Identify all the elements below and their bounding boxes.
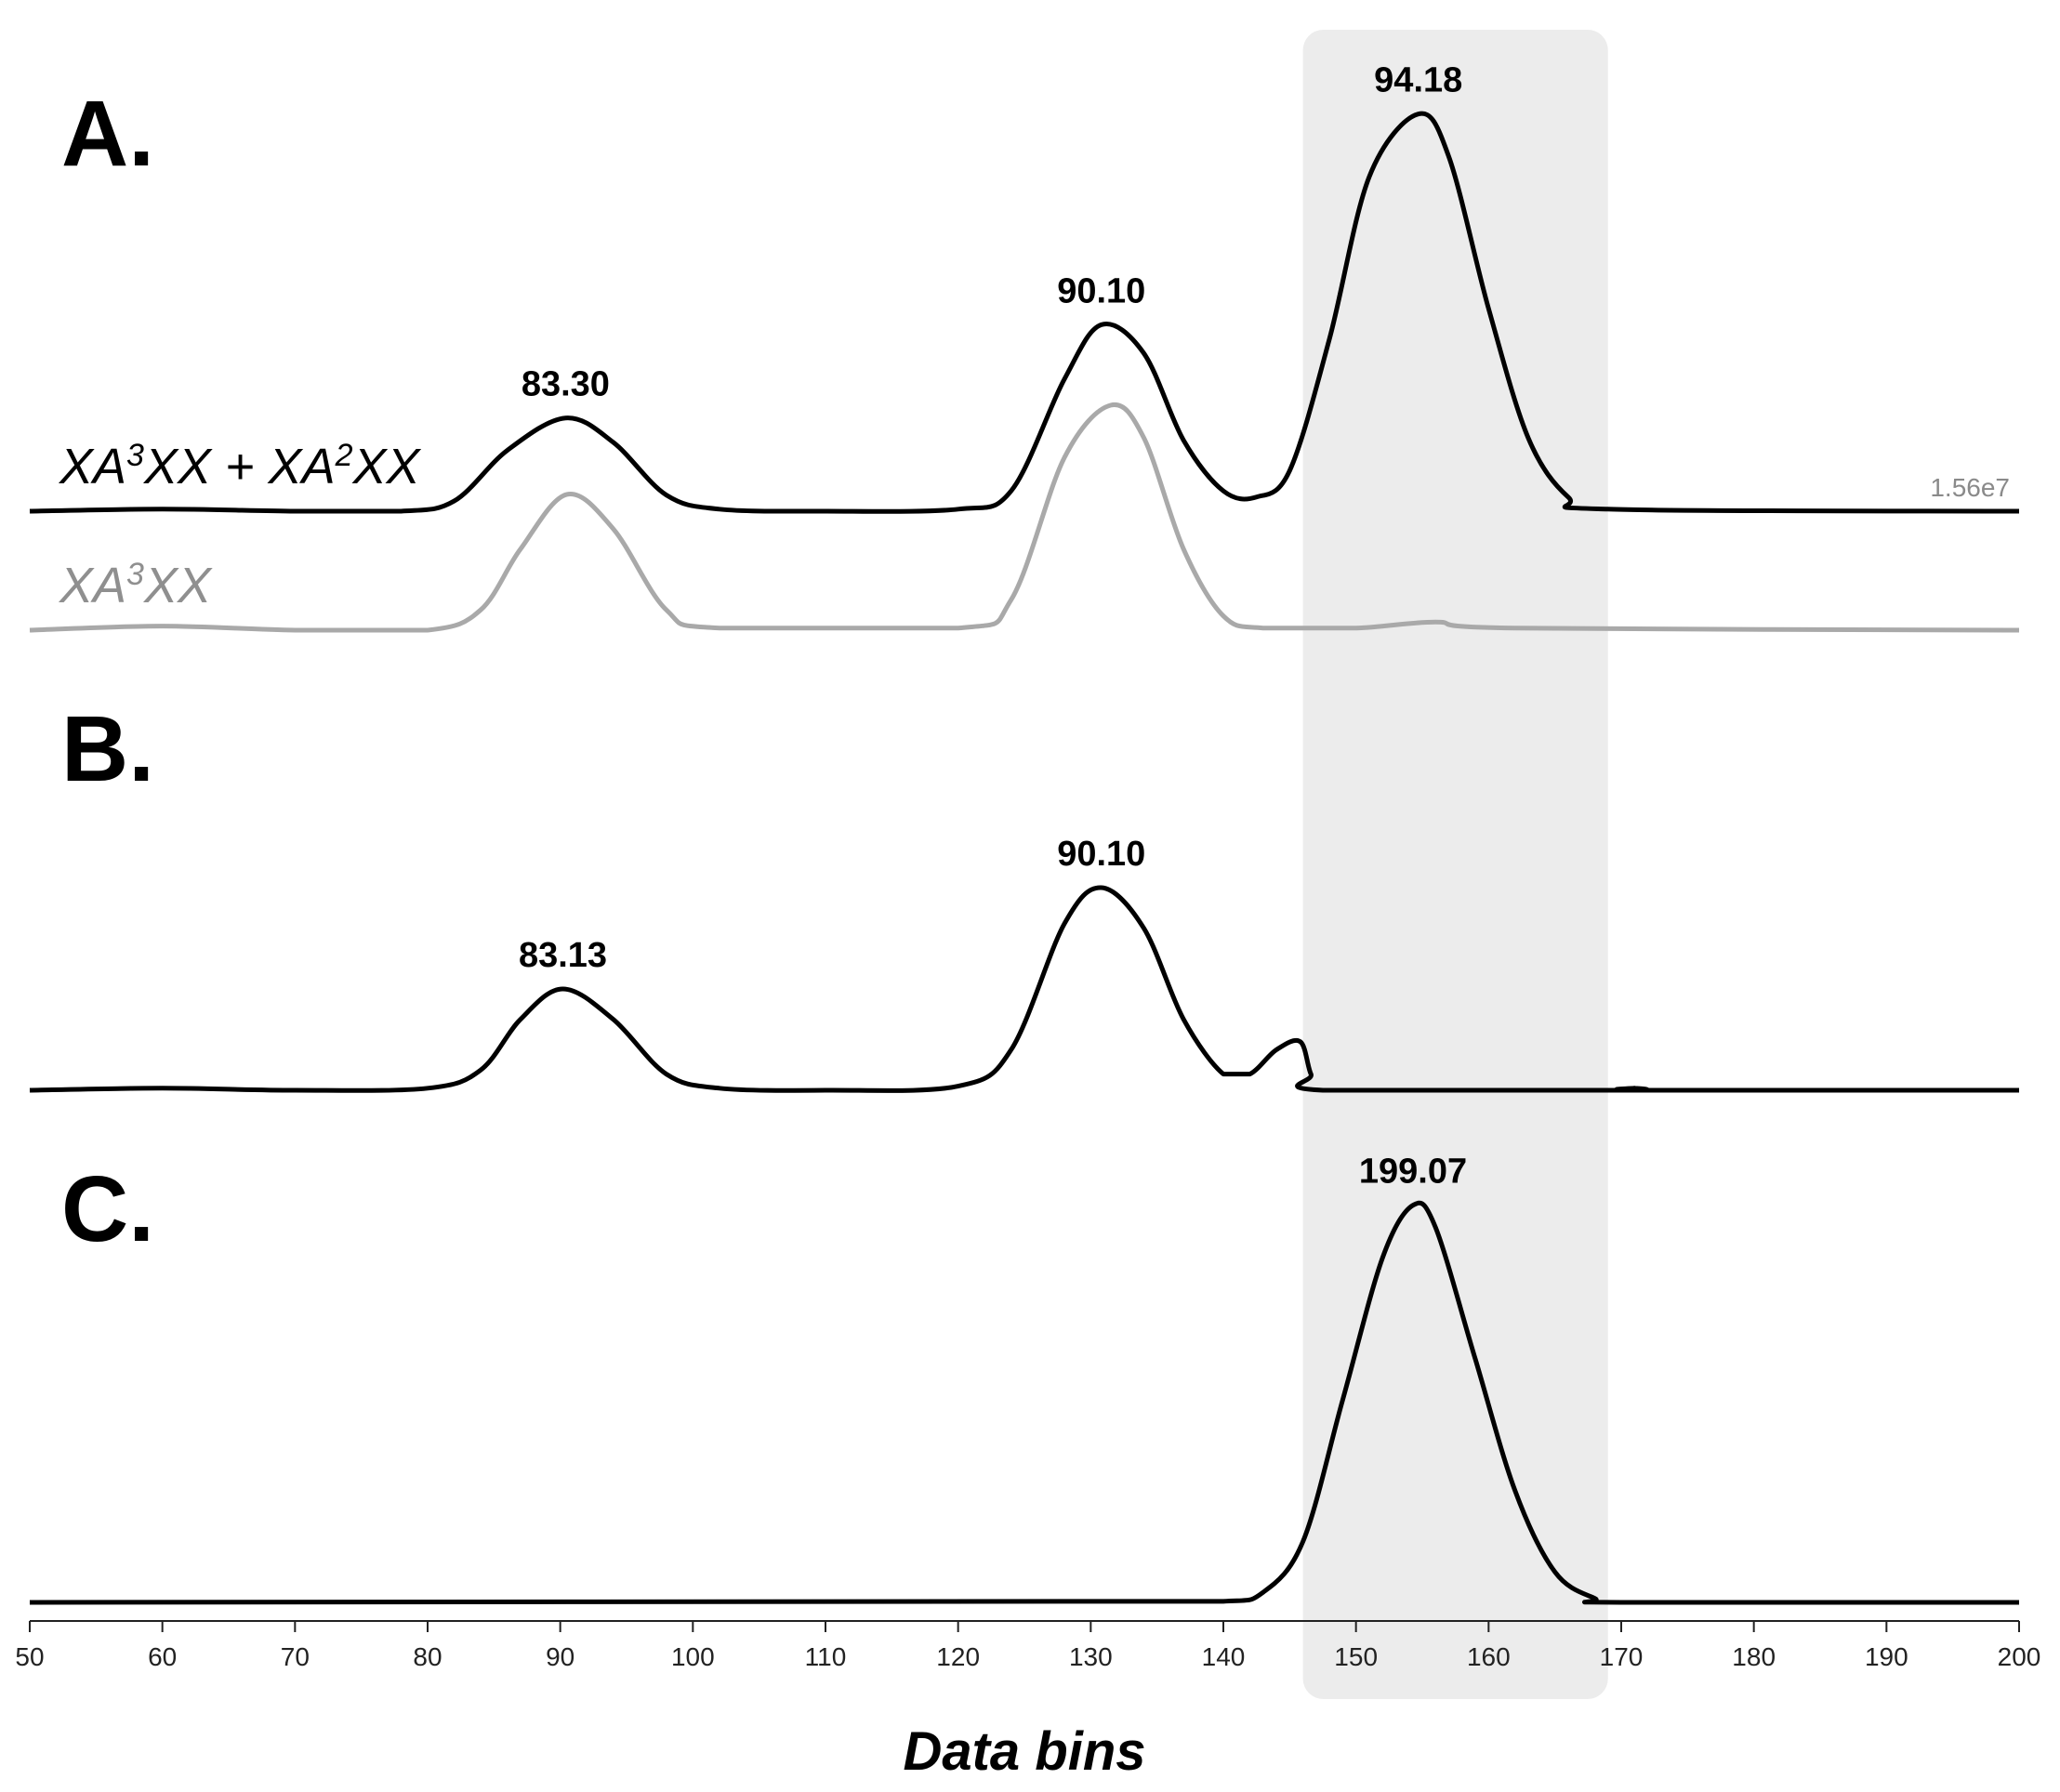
series-label-combined: XA3XX + XA2XX xyxy=(58,438,422,494)
panel-letter-a: A. xyxy=(61,82,154,186)
panel-letter-b: B. xyxy=(61,697,154,801)
x-tick-label: 90 xyxy=(546,1642,574,1671)
series-label-single: XA3XX xyxy=(58,557,213,613)
peak-labels: 83.30 90.10 94.18 83.13 90.10 199.07 xyxy=(519,61,1467,1192)
x-tick-label: 170 xyxy=(1600,1642,1644,1671)
series-label-combined-sup2: 2 xyxy=(335,438,353,473)
peak-label: 90.10 xyxy=(1057,271,1145,310)
series-line-panel3-1 xyxy=(29,1200,2019,1605)
x-tick-label: 200 xyxy=(1998,1642,2041,1671)
panel-letter-c: C. xyxy=(61,1157,154,1261)
peak-label: 94.18 xyxy=(1374,61,1462,100)
series-line-panel1-1 xyxy=(29,111,2020,514)
series-label-combined-part2: XX + XA xyxy=(142,439,336,494)
x-tick-label: 140 xyxy=(1202,1642,1246,1671)
highlight-band xyxy=(1302,30,1608,1699)
series-line-panel1-2 xyxy=(29,402,2020,633)
x-tick-label: 160 xyxy=(1467,1642,1511,1671)
series-line-panel2-1 xyxy=(29,885,2019,1093)
series-label-combined-sup1: 3 xyxy=(126,438,144,473)
x-tick-label: 130 xyxy=(1069,1642,1113,1671)
x-tick-label: 60 xyxy=(148,1642,177,1671)
x-tick-label: 100 xyxy=(671,1642,715,1671)
x-tick-label: 150 xyxy=(1334,1642,1378,1671)
series-label-single-sup: 3 xyxy=(126,557,144,592)
peak-label: 83.30 xyxy=(522,365,610,404)
x-tick-label: 110 xyxy=(805,1642,847,1671)
x-tick-label: 120 xyxy=(936,1642,980,1671)
peak-label: 90.10 xyxy=(1057,835,1145,874)
series-label-combined-part3: XX xyxy=(351,439,422,494)
x-tick-label: 80 xyxy=(413,1642,442,1671)
x-axis-label: Data bins xyxy=(903,1721,1145,1782)
scale-label: 1.56e7 xyxy=(1930,473,2010,502)
series-label-single-part1: XA xyxy=(58,558,126,613)
series-label-single-part2: XX xyxy=(142,558,213,613)
peak-label: 199.07 xyxy=(1359,1153,1467,1192)
x-tick-label: 190 xyxy=(1865,1642,1908,1671)
x-tick-label: 50 xyxy=(15,1642,44,1671)
peak-label: 83.13 xyxy=(519,936,607,975)
x-axis: 50 60 70 80 90 100 110 120 130 140 150 160 170 180 190… xyxy=(15,1620,2041,1671)
series-lines xyxy=(29,111,2020,1605)
x-tick-label: 70 xyxy=(281,1642,310,1671)
series-label-combined-part1: XA xyxy=(58,439,126,494)
x-tick-label: 180 xyxy=(1732,1642,1776,1671)
